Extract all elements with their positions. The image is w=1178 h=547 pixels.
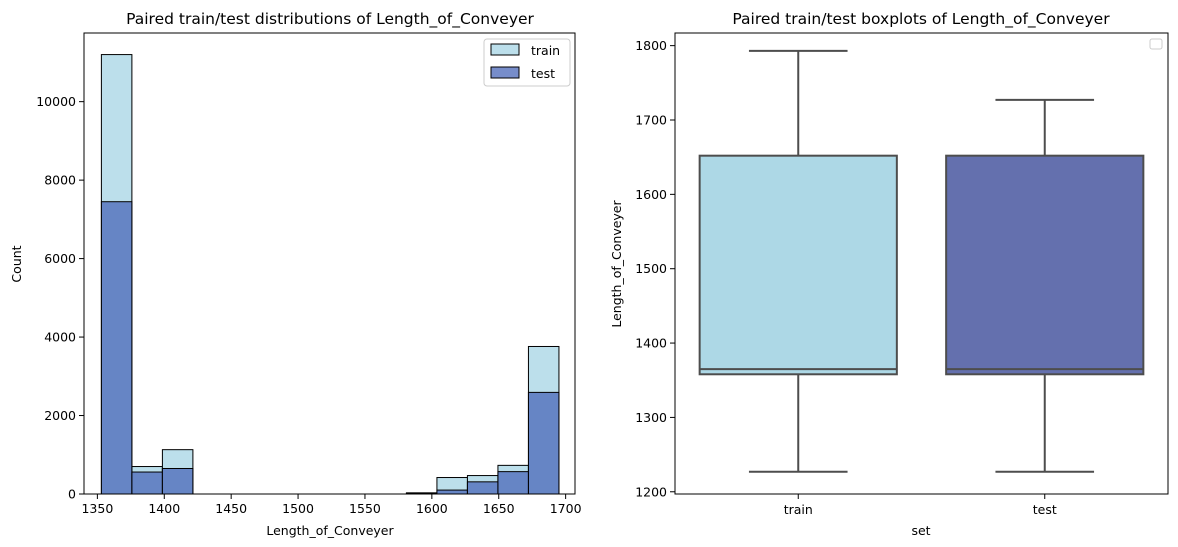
legend-label-test: test: [531, 66, 555, 81]
histogram-plot-frame: [83, 32, 576, 495]
boxplot-x-tick-label: test: [1033, 502, 1057, 517]
histogram-y-tick-label: 6000: [44, 251, 76, 266]
legend-swatch-train: [490, 43, 520, 56]
histogram-chart: Paired train/test distributions of Lengt…: [9, 10, 582, 538]
legend-swatch-test: [490, 66, 520, 79]
histogram-y-tick-label: 8000: [44, 173, 76, 188]
histogram-x-tick-label: 1550: [349, 501, 381, 516]
histogram-y-tick-label: 0: [68, 487, 76, 502]
histogram-bar-test: [497, 471, 529, 495]
boxplot-title: Paired train/test boxplots of Length_of_…: [732, 10, 1110, 29]
histogram-y-tick-label: 2000: [44, 408, 76, 423]
histogram-y-tick-label: 4000: [44, 330, 76, 345]
histogram-y-tick-label: 10000: [36, 94, 76, 109]
boxplot-plot-frame: [674, 32, 1169, 495]
boxplot-y-tick-label: 1300: [635, 410, 667, 425]
boxplot-chart: Paired train/test boxplots of Length_of_…: [609, 10, 1169, 538]
boxplot-y-tick-label: 1400: [635, 336, 667, 351]
histogram-y-axis-label: Count: [9, 245, 24, 282]
boxplot-y-tick-label: 1700: [635, 112, 667, 127]
boxplot-y-tick-label: 1200: [635, 484, 667, 499]
boxplot-box-train: [698, 154, 898, 376]
histogram-x-tick-label: 1500: [282, 501, 314, 516]
boxplot-empty-legend: [1149, 38, 1163, 50]
histogram-bar-test: [527, 391, 560, 495]
boxplot-y-tick-label: 1500: [635, 261, 667, 276]
histogram-bar-test: [466, 481, 499, 495]
boxplot-x-tick-label: train: [784, 502, 813, 517]
histogram-x-axis-label: Length_of_Conveyer: [266, 523, 394, 538]
histogram-x-tick-label: 1350: [81, 501, 113, 516]
histogram-x-tick-label: 1450: [215, 501, 247, 516]
boxplot-y-tick-label: 1600: [635, 187, 667, 202]
histogram-legend: train test: [483, 38, 571, 87]
boxplot-y-axis-label: Length_of_Conveyer: [609, 200, 624, 328]
histogram-x-tick-label: 1600: [416, 501, 448, 516]
histogram-bar-test: [100, 201, 133, 495]
histogram-bar-test: [436, 489, 468, 495]
histogram-title: Paired train/test distributions of Lengt…: [126, 10, 534, 29]
boxplot-box-test: [945, 154, 1145, 376]
histogram-bar-test: [131, 471, 163, 495]
histogram-x-tick-label: 1650: [483, 501, 515, 516]
histogram-x-tick-label: 1700: [550, 501, 582, 516]
legend-label-train: train: [531, 43, 560, 58]
boxplot-x-axis-label: set: [911, 523, 930, 538]
histogram-x-tick-label: 1400: [148, 501, 180, 516]
boxplot-y-tick-label: 1800: [635, 38, 667, 53]
histogram-bar-test: [161, 467, 194, 495]
